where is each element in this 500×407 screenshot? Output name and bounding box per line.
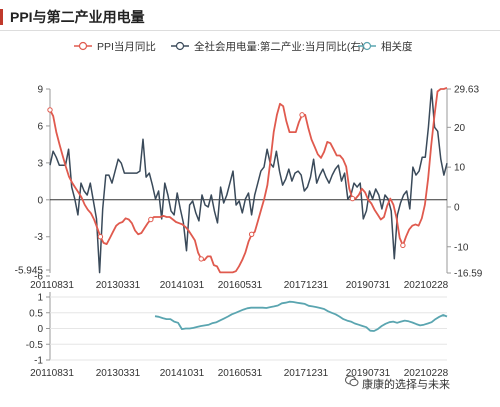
top-x-tick-label-2: 20141031	[160, 280, 205, 291]
bottom-x-tick-label-0: 20110831	[30, 368, 74, 379]
top-x-tick-label-6: 20210228	[404, 280, 449, 291]
top-right-tick-label-0: 29.63	[454, 85, 479, 96]
bottom-x-tick-label-6: 20210228	[404, 368, 449, 379]
top-x-tick-label-1: 20130331	[96, 280, 141, 291]
top-right-tick-label-5: -16.59	[454, 269, 483, 280]
ppi-point-32	[148, 216, 154, 223]
top-right-tick-label-2: 10	[454, 163, 466, 174]
ppi-point-48	[198, 256, 204, 262]
top-x-tick-label-4: 20171231	[284, 280, 329, 291]
legend-swatch-marker-0	[78, 41, 88, 51]
title-accent-bar	[0, 9, 3, 25]
series-line-power	[49, 88, 448, 274]
bottom-x-tick-label-3: 20160531	[218, 368, 263, 379]
top-left-tick-label-0: 9	[37, 85, 43, 96]
top-right-tick-label-1: 20	[454, 123, 466, 134]
series-line-correlation	[154, 300, 448, 332]
legend-swatch-marker-2	[362, 41, 372, 51]
bottom-x-tick-label-2: 20141031	[160, 368, 205, 379]
legend-swatch-marker-1	[175, 41, 185, 51]
top-right-tick-label-4: -10	[454, 242, 469, 253]
series-line-ppi	[49, 86, 448, 274]
top-x-tick-label-5: 20190731	[346, 280, 391, 291]
top-right-tick-label-3: 0	[454, 202, 460, 213]
ppi-point-80	[299, 112, 305, 118]
top-left-tick-label-4: -3	[34, 232, 43, 243]
legend-label-1: 全社会用电量:第二产业:当月同比(右)	[194, 40, 364, 53]
ppi-point-112	[400, 242, 406, 249]
bottom-y-tick-label-0: 1	[37, 293, 43, 304]
bottom-x-tick-label-5: 20190731	[346, 368, 391, 379]
top-left-tick-label-2: 3	[37, 158, 43, 169]
top-x-tick-label-0: 20110831	[30, 280, 74, 291]
top-left-tick-label-3: 0	[37, 195, 43, 206]
top-x-tick-label-3: 20160531	[218, 280, 263, 291]
top-left-tick-label-5: -5.945	[15, 266, 44, 277]
title-divider	[0, 30, 500, 31]
ppi-point-0	[47, 107, 53, 113]
ppi-point-16	[97, 234, 104, 240]
ppi-point-64	[248, 231, 255, 237]
page-title: PPI与第二产业用电量	[10, 9, 145, 25]
ppi-point-96	[349, 195, 356, 202]
watermark-text: 康康的选择与未来	[362, 379, 450, 391]
bottom-x-tick-label-4: 20171231	[284, 368, 329, 379]
bottom-y-tick-label-1: 0.5	[29, 308, 43, 319]
bottom-y-tick-label-3: -0.5	[26, 340, 44, 351]
bottom-y-tick-label-2: 0	[37, 324, 43, 335]
legend-label-2: 相关度	[381, 40, 413, 53]
top-left-tick-label-1: 6	[37, 121, 43, 132]
bottom-y-tick-label-4: -1	[34, 356, 43, 367]
wechat-icon	[345, 375, 359, 387]
title-bar: PPI与第二产业用电量	[0, 0, 500, 30]
top-left-tick-label-6: -6	[34, 272, 43, 283]
legend-label-0: PPI当月同比	[97, 40, 156, 53]
bottom-x-tick-label-1: 20130331	[96, 368, 141, 379]
